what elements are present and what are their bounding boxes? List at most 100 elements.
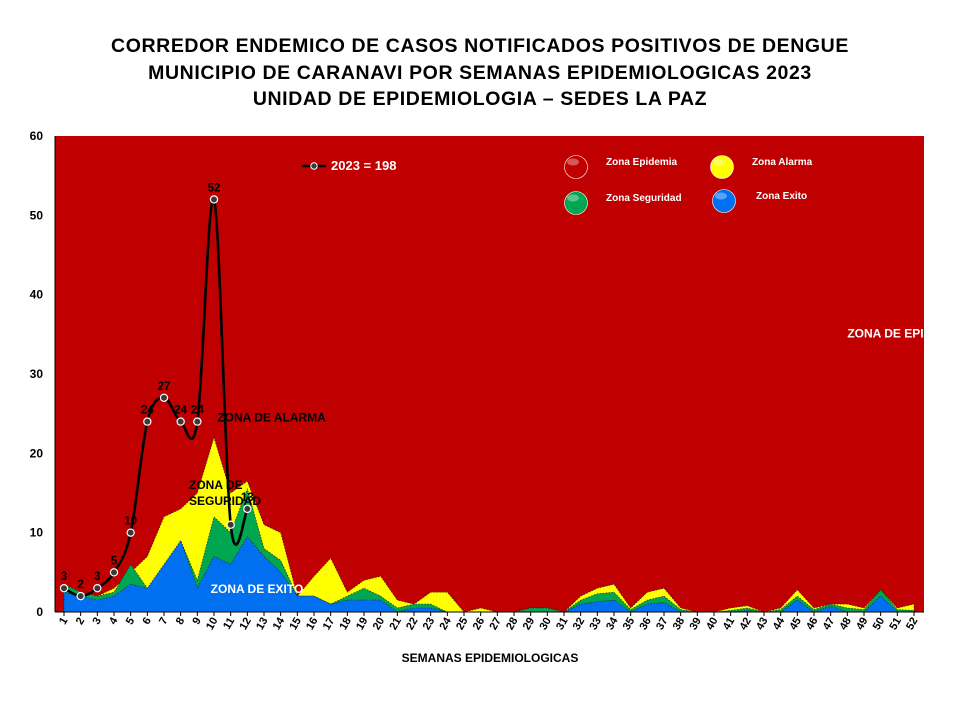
data-point xyxy=(193,417,202,426)
x-tick-label: 38 xyxy=(671,616,688,633)
y-tick-label: 30 xyxy=(30,367,44,381)
legend-series-label: 2023 = 198 xyxy=(331,158,396,173)
series-line xyxy=(63,197,249,598)
x-tick-label: 31 xyxy=(554,616,571,633)
legend-marker-shine xyxy=(567,194,579,202)
x-tick-label: 27 xyxy=(487,616,504,633)
x-tick-label: 37 xyxy=(654,616,671,633)
x-tick-label: 10 xyxy=(204,616,221,633)
x-tick-label: 20 xyxy=(371,616,388,633)
x-tick-label: 21 xyxy=(387,616,404,633)
x-tick-label: 28 xyxy=(504,616,521,633)
x-tick-label: 1 xyxy=(57,616,70,627)
legend-marker-zona-alarma xyxy=(710,155,734,179)
chart-title-line-1: CORREDOR ENDEMICO DE CASOS NOTIFICADOS P… xyxy=(111,35,849,57)
x-tick-label: 32 xyxy=(571,616,588,633)
chart-title-line-2: MUNICIPIO DE CARANAVI POR SEMANAS EPIDEM… xyxy=(148,61,812,84)
chart-title: CORREDOR ENDEMICO DE CASOS NOTIFICADOS P… xyxy=(0,33,960,113)
legend-marker-zona-epidemia xyxy=(564,155,588,179)
data-point xyxy=(143,417,152,426)
x-tick-label: 17 xyxy=(321,616,338,633)
legend-label-zona-epidemia: Zona Epidemia xyxy=(606,157,678,168)
x-tick-label: 40 xyxy=(704,616,721,633)
data-point xyxy=(159,393,169,402)
x-tick-label: 25 xyxy=(454,616,471,633)
x-tick-label: 39 xyxy=(687,616,704,633)
data-label: 10 xyxy=(124,516,137,528)
data-label: 24 xyxy=(191,405,204,417)
x-tick-label: 44 xyxy=(771,615,788,632)
y-tick-label: 60 xyxy=(30,129,44,143)
data-point xyxy=(176,417,185,426)
x-tick-label: 26 xyxy=(471,616,488,633)
data-label: 52 xyxy=(208,182,221,194)
x-tick-label: 41 xyxy=(721,616,738,633)
x-tick-label: 34 xyxy=(604,615,621,632)
x-tick-label: 46 xyxy=(804,616,821,633)
x-tick-label: 48 xyxy=(837,616,854,633)
x-tick-label: 5 xyxy=(124,616,137,627)
area-zona-exito xyxy=(63,536,914,613)
data-label: 24 xyxy=(141,405,154,417)
zone-annotation-label: ZONA DE EPIDEMIA xyxy=(847,327,960,341)
x-tick-label: 22 xyxy=(404,616,421,633)
x-tick-label: 15 xyxy=(287,616,304,633)
zone-annotation-label: ZONA DE xyxy=(189,478,243,492)
data-point xyxy=(209,195,219,204)
legend-marker-shine xyxy=(715,192,727,200)
chart-title-line-3: UNIDAD DE EPIDEMIOLOGIA – SEDES LA PAZ xyxy=(252,88,708,110)
y-tick-label: 50 xyxy=(30,208,44,222)
data-label: 3 xyxy=(94,571,100,583)
x-tick-label: 36 xyxy=(637,616,654,633)
x-tick-label: 42 xyxy=(737,616,754,633)
x-tick-label: 9 xyxy=(190,616,203,627)
legend-label-zona-exito: Zona Exito xyxy=(756,191,807,202)
x-tick-label: 52 xyxy=(904,616,921,633)
data-point xyxy=(126,528,135,537)
data-point xyxy=(226,520,235,529)
data-label: 24 xyxy=(174,405,187,417)
x-tick-label: 13 xyxy=(254,616,271,633)
legend: 2023 = 198 Zona Epidemia Zona Alarma Zona S… xyxy=(302,155,813,215)
x-tick-label: 29 xyxy=(521,616,538,633)
x-tick-label: 35 xyxy=(621,616,638,633)
x-tick-label: 51 xyxy=(887,616,904,633)
zone-annotation-label: ZONA DE ALARMA xyxy=(217,411,326,425)
legend-marker-shine xyxy=(567,158,579,166)
zone-annotation-label: ZONA DE EXITO xyxy=(211,582,304,596)
data-label: 3 xyxy=(61,571,67,583)
x-tick-label: 6 xyxy=(140,616,153,627)
data-point xyxy=(76,591,85,601)
zone-annotation-label: SEGURIDAD xyxy=(189,494,261,508)
y-tick-label: 40 xyxy=(30,288,44,302)
x-tick-label: 19 xyxy=(354,616,371,633)
data-label: 13 xyxy=(241,492,254,504)
data-point xyxy=(59,584,69,593)
x-tick-label: 14 xyxy=(271,615,288,632)
x-tick-label: 11 xyxy=(221,616,237,632)
y-tick-label: 0 xyxy=(36,605,43,619)
data-label: 27 xyxy=(158,381,171,393)
legend-marker-zona-exito xyxy=(712,189,736,213)
legend-series-marker xyxy=(310,162,318,170)
x-tick-label: 47 xyxy=(821,616,838,633)
x-tick-label: 12 xyxy=(237,616,254,633)
legend-marker-zona-seguridad xyxy=(564,191,588,215)
data-point xyxy=(109,568,119,577)
x-tick-label: 33 xyxy=(587,616,604,633)
x-tick-label: 23 xyxy=(421,616,438,633)
x-tick-label: 24 xyxy=(437,615,454,632)
x-tick-label: 30 xyxy=(537,616,554,633)
x-tick-label: 4 xyxy=(107,615,121,627)
x-tick-label: 3 xyxy=(90,616,103,627)
data-label: 5 xyxy=(111,555,118,567)
legend-marker-shine xyxy=(713,158,725,166)
x-axis-label: SEMANAS EPIDEMIOLOGICAS xyxy=(402,651,579,665)
x-tick-label: 43 xyxy=(754,616,771,633)
y-axis-ticks: 0 10 20 30 40 50 60 xyxy=(30,129,44,619)
legend-label-zona-alarma: Zona Alarma xyxy=(752,157,813,168)
x-tick-label: 16 xyxy=(304,616,321,633)
x-tick-label: 50 xyxy=(871,616,888,633)
y-tick-label: 20 xyxy=(30,446,44,460)
